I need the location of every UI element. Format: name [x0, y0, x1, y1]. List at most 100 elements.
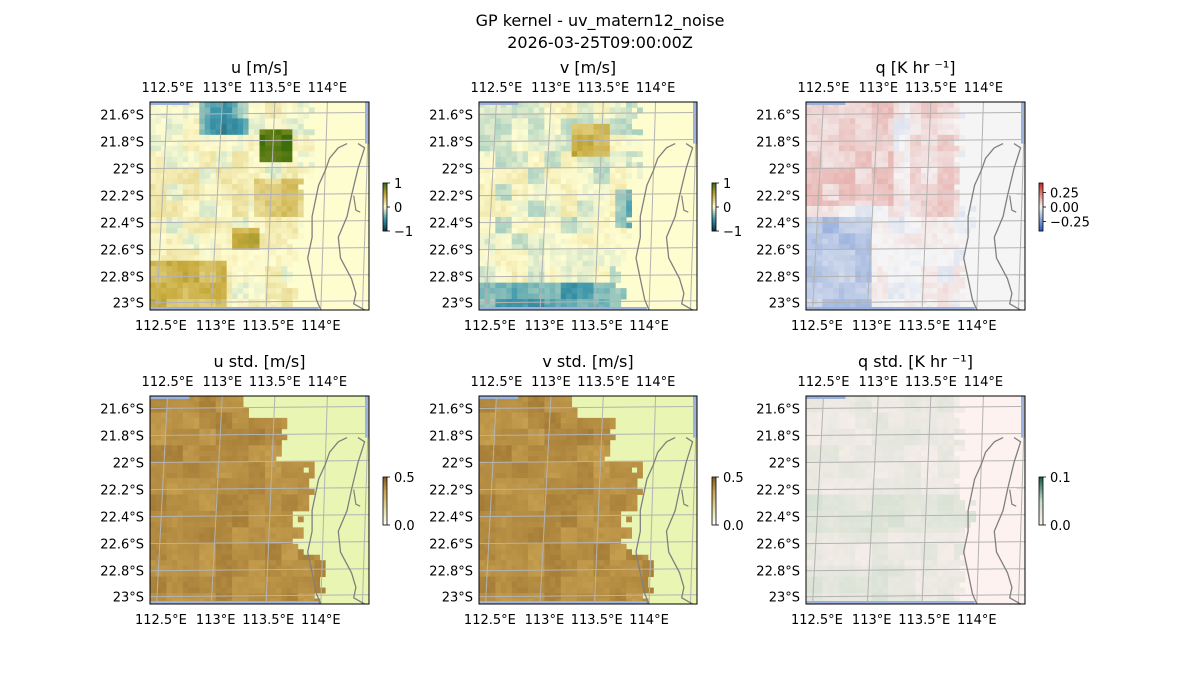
heatmap-cell	[215, 140, 222, 147]
heatmap-cell	[166, 521, 173, 528]
heatmap-cell	[822, 123, 829, 130]
heatmap-cell	[226, 107, 233, 114]
heatmap-cell	[177, 282, 184, 289]
heatmap-cell	[566, 288, 573, 294]
heatmap-cell	[281, 156, 288, 163]
heatmap-cell	[155, 156, 162, 163]
heatmap-cell	[226, 521, 233, 528]
coastline-outer	[337, 143, 366, 311]
heatmap-cell	[528, 293, 534, 300]
heatmap-cell	[226, 461, 233, 468]
heatmap-cell	[243, 587, 249, 594]
heatmap-cell	[171, 216, 178, 223]
heatmap-cell	[959, 233, 966, 240]
heatmap-cell	[871, 206, 878, 212]
heatmap-cell	[833, 118, 840, 125]
heatmap-cell	[566, 450, 573, 457]
heatmap-cell	[522, 266, 529, 273]
heatmap-cell	[827, 123, 834, 130]
heatmap-cell	[226, 445, 233, 452]
heatmap-cell	[286, 461, 293, 468]
heatmap-cell	[193, 510, 200, 517]
heatmap-cell	[281, 532, 288, 539]
heatmap-cell	[150, 167, 156, 174]
heatmap-cell	[806, 277, 812, 284]
heatmap-cell	[588, 472, 594, 479]
heatmap-cell	[877, 288, 884, 294]
heatmap-cell	[588, 456, 594, 463]
heatmap-cell	[204, 396, 211, 402]
heatmap-cell	[577, 428, 583, 435]
heatmap-cell	[588, 112, 594, 119]
heatmap-cell	[160, 145, 167, 152]
heatmap-cell	[860, 123, 867, 130]
heatmap-cell	[942, 227, 949, 234]
heatmap-cell	[849, 216, 856, 223]
heatmap-cell	[281, 510, 288, 517]
heatmap-cell	[182, 560, 189, 567]
heatmap-cell	[210, 189, 217, 196]
heatmap-cell	[281, 478, 288, 484]
heatmap-cell	[248, 118, 255, 125]
heatmap-cell	[827, 266, 834, 273]
heatmap-cell	[866, 288, 873, 294]
heatmap-cell	[188, 549, 195, 556]
heatmap-cell	[270, 173, 277, 180]
heatmap-cell	[838, 282, 845, 289]
coastline-outer	[665, 143, 694, 311]
heatmap-cell	[292, 162, 299, 169]
heatmap-cell	[270, 549, 277, 556]
heatmap-cell	[259, 582, 266, 588]
heatmap-cell	[511, 478, 518, 484]
heatmap-cell	[615, 151, 622, 158]
heatmap-cell	[500, 238, 507, 245]
heatmap-cell	[177, 510, 184, 517]
heatmap-cell	[155, 489, 162, 495]
heatmap-cell	[259, 516, 266, 523]
heatmap-cell	[953, 260, 960, 267]
heatmap-cell	[528, 500, 534, 506]
heatmap-cell	[959, 206, 966, 212]
heatmap-cell	[506, 450, 513, 457]
heatmap-cell	[566, 145, 573, 152]
heatmap-cell	[204, 582, 211, 588]
heatmap-cell	[849, 255, 856, 262]
heatmap-cell	[904, 184, 911, 190]
heatmap-cell	[204, 222, 211, 229]
heatmap-cell	[248, 134, 255, 141]
heatmap-cell	[259, 112, 266, 119]
heatmap-cell	[286, 178, 293, 185]
heatmap-cell	[270, 582, 277, 588]
heatmap-cell	[877, 145, 884, 152]
heatmap-cell	[506, 156, 513, 163]
heatmap-cell	[860, 156, 867, 163]
colorbar-segment	[383, 515, 387, 518]
heatmap-cell	[160, 178, 167, 185]
heatmap-cell	[275, 222, 282, 229]
heatmap-cell	[571, 189, 578, 196]
heatmap-cell	[860, 216, 867, 223]
heatmap-cell	[849, 288, 856, 294]
heatmap-cell	[849, 112, 856, 119]
heatmap-cell	[177, 184, 184, 190]
heatmap-cell	[904, 255, 911, 262]
heatmap-cell	[588, 222, 594, 229]
heatmap-cell	[243, 434, 249, 441]
heatmap-cell	[226, 434, 233, 441]
heatmap-cell	[489, 184, 496, 190]
heatmap-cell	[155, 472, 162, 479]
heatmap-cell	[538, 489, 545, 495]
heatmap-cell	[155, 510, 162, 517]
heatmap-cell	[888, 151, 895, 158]
heatmap-cell	[150, 184, 156, 190]
heatmap-cell	[577, 249, 583, 256]
heatmap-cell	[560, 178, 567, 185]
heatmap-cell	[193, 554, 200, 561]
heatmap-cell	[533, 489, 540, 495]
heatmap-cell	[177, 173, 184, 180]
heatmap-cell	[303, 102, 310, 108]
heatmap-cell	[582, 102, 589, 108]
heatmap-cell	[254, 587, 260, 594]
heatmap-cell	[308, 489, 315, 495]
heatmap-cell	[264, 467, 271, 474]
